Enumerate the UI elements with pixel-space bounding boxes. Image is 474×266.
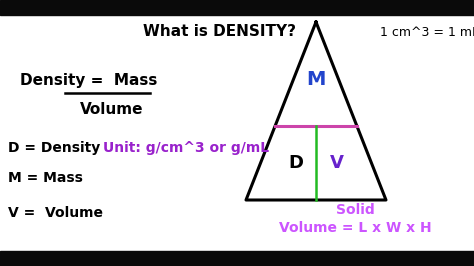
Text: 1 cm^3 = 1 mL: 1 cm^3 = 1 mL <box>381 26 474 39</box>
Bar <box>0 0 474 15</box>
Text: Density =  Mass: Density = Mass <box>20 73 157 88</box>
Text: D = Density: D = Density <box>8 141 100 155</box>
Text: M = Mass: M = Mass <box>8 171 83 185</box>
Text: Volume = L x W x H: Volume = L x W x H <box>279 221 431 235</box>
Text: M: M <box>306 70 326 89</box>
Text: What is DENSITY?: What is DENSITY? <box>144 24 297 39</box>
Bar <box>0 251 474 266</box>
Text: V: V <box>329 154 343 172</box>
Text: Solid: Solid <box>336 203 374 217</box>
Text: D: D <box>288 154 303 172</box>
Text: Unit: g/cm^3 or g/mL: Unit: g/cm^3 or g/mL <box>103 141 269 155</box>
Text: V =  Volume: V = Volume <box>8 206 103 220</box>
Text: Volume: Volume <box>80 102 144 118</box>
